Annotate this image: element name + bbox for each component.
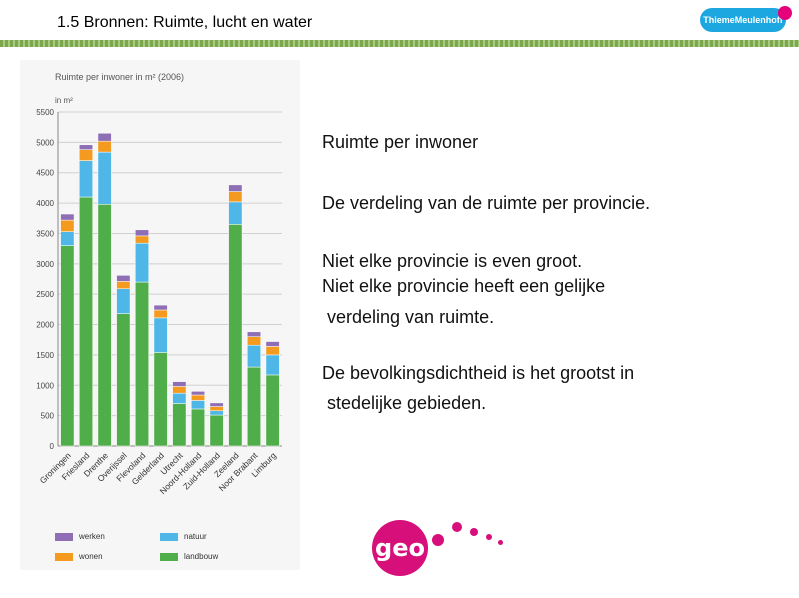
bar-segment-natuur — [228, 201, 243, 225]
legend-werken: werken — [55, 532, 105, 541]
bar-segment-werken — [247, 331, 261, 337]
bar-segment-landbouw — [265, 374, 280, 447]
bar-segment-natuur — [79, 160, 93, 198]
heading-text: Ruimte per inwoner — [322, 132, 479, 152]
bar-segment-landbouw — [153, 352, 168, 447]
decorative-dot — [498, 540, 503, 545]
body-line-2: Niet elke provincie is even groot. — [322, 251, 583, 271]
bar-segment-werken — [79, 144, 93, 150]
bar-segment-natuur — [247, 344, 261, 368]
bar-segment-landbouw — [60, 245, 75, 447]
bar-segment-natuur — [60, 231, 75, 246]
bar-segment-natuur — [97, 151, 112, 205]
bar-segment-natuur — [172, 392, 187, 404]
chart-title: Ruimte per inwoner in m² (2006) — [55, 72, 185, 82]
legend-label-werken: werken — [79, 532, 105, 541]
bar-segment-natuur — [135, 242, 149, 283]
decorative-dot — [432, 534, 444, 546]
bar-segment-wonen — [228, 191, 243, 203]
bar-segment-landbouw — [228, 224, 243, 447]
legend-label-wonen: wonen — [79, 552, 103, 561]
legend-swatch-wonen — [55, 552, 73, 561]
legend-natuur: natuur — [160, 532, 207, 541]
legend-label-natuur: natuur — [184, 532, 207, 541]
body-line-6: stedelijke gebieden. — [322, 393, 487, 413]
title-rule — [0, 40, 799, 47]
bar-segment-landbouw — [79, 196, 93, 447]
geo-logo: geo — [372, 520, 428, 576]
bar-segment-wonen — [79, 149, 93, 161]
legend-swatch-natuur — [160, 532, 178, 541]
y-tick-label: 2500 — [36, 290, 54, 299]
bar-segment-werken — [97, 133, 112, 142]
bar-segment-landbouw — [97, 204, 112, 447]
body-line-5: De bevolkingsdichtheid is het grootst in — [322, 363, 635, 383]
bar-segment-landbouw — [172, 403, 187, 447]
bar-segment-landbouw — [135, 281, 149, 447]
slide-title: 1.5 Bronnen: Ruimte, lucht en water — [57, 14, 313, 31]
bar-segment-landbouw — [247, 366, 261, 447]
decorative-dot — [486, 534, 492, 540]
bar-segment-werken — [228, 184, 243, 192]
legend-wonen: wonen — [55, 552, 103, 561]
y-tick-label: 5000 — [36, 138, 54, 147]
bar-segment-natuur — [265, 354, 280, 376]
bar-segment-wonen — [247, 336, 261, 346]
decorative-dot — [452, 522, 462, 532]
y-tick-label: 500 — [41, 412, 55, 421]
body-line-3: Niet elke provincie heeft een gelijke — [322, 276, 606, 296]
legend-landbouw: landbouw — [160, 552, 218, 561]
bar-segment-werken — [172, 381, 187, 387]
bar-segment-werken — [135, 229, 149, 237]
y-tick-label: 3500 — [36, 229, 54, 238]
bar-segment-natuur — [209, 410, 224, 416]
body-line-4: verdeling van ruimte. — [322, 307, 495, 327]
bar-segment-landbouw — [116, 313, 131, 447]
bar-segment-landbouw — [191, 408, 205, 447]
publisher-logo: ThiemeMeulenhoff — [700, 6, 792, 32]
bar-segment-natuur — [116, 288, 131, 314]
legend-swatch-werken — [55, 532, 73, 541]
bar-segment-wonen — [172, 386, 187, 394]
y-tick-label: 4500 — [36, 169, 54, 178]
bar-segment-werken — [265, 341, 280, 347]
y-axis-label: in m² — [55, 96, 73, 105]
bar-segment-wonen — [209, 406, 224, 412]
bar-segment-wonen — [153, 309, 168, 319]
y-tick-label: 1000 — [36, 381, 54, 390]
decorative-dot — [470, 528, 478, 536]
bar-segment-werken — [191, 391, 205, 396]
body-line-1: De verdeling van de ruimte per provincie… — [322, 193, 651, 213]
bar-segment-wonen — [135, 235, 149, 244]
y-tick-label: 3000 — [36, 260, 54, 269]
y-tick-label: 5500 — [36, 108, 54, 117]
y-tick-label: 1500 — [36, 351, 54, 360]
legend-swatch-landbouw — [160, 552, 178, 561]
y-tick-label: 0 — [50, 442, 55, 451]
bar-segment-landbouw — [209, 414, 224, 447]
bar-segment-werken — [153, 304, 168, 311]
y-tick-label: 4000 — [36, 199, 54, 208]
bar-segment-natuur — [191, 400, 205, 410]
bar-segment-wonen — [116, 281, 131, 289]
bar-segment-wonen — [191, 394, 205, 401]
bar-segment-wonen — [97, 140, 112, 153]
bar-segment-wonen — [60, 219, 75, 232]
legend-label-landbouw: landbouw — [184, 552, 219, 561]
y-tick-label: 2000 — [36, 321, 54, 330]
bar-segment-natuur — [153, 317, 168, 353]
bar-segment-werken — [116, 275, 131, 282]
bar-segment-werken — [60, 213, 75, 221]
bar-segment-werken — [209, 402, 224, 407]
bar-segment-wonen — [265, 346, 280, 356]
